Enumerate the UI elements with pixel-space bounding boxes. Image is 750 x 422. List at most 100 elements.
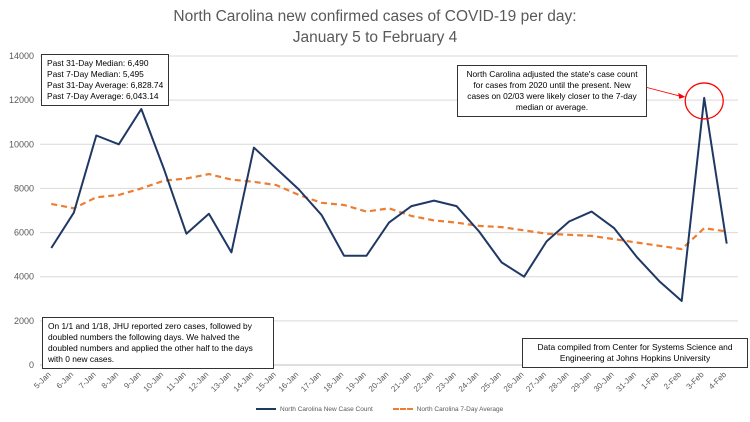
- x-tick-label: 8-Jan: [100, 370, 121, 391]
- x-tick-label: 27-Jan: [524, 370, 548, 394]
- data-point-average: [163, 180, 165, 182]
- data-point-cases: [658, 280, 660, 282]
- data-point-cases: [590, 210, 592, 212]
- data-point-cases: [410, 205, 412, 207]
- data-point-cases: [455, 205, 457, 207]
- x-tick-label: 5-Jan: [32, 370, 53, 391]
- source-note-box: Data compiled from Center for Systems Sc…: [522, 338, 748, 368]
- data-point-cases: [523, 276, 525, 278]
- y-tick-label: 2000: [14, 316, 34, 326]
- data-point-cases: [118, 143, 120, 145]
- x-tick-label: 12-Jan: [187, 370, 211, 394]
- annotation-arrowhead: [678, 92, 686, 99]
- data-point-cases: [95, 134, 97, 136]
- zero-cases-note-text: On 1/1 and 1/18, JHU reported zero cases…: [48, 321, 253, 364]
- data-point-average: [253, 181, 255, 183]
- x-tick-label: 15-Jan: [254, 370, 278, 394]
- highlight-circle: [684, 82, 724, 120]
- x-tick-label: 14-Jan: [232, 370, 256, 394]
- stat-7day-average: Past 7-Day Average: 6,043.14: [47, 91, 159, 101]
- x-tick-label: 3-Feb: [684, 370, 706, 392]
- data-point-cases: [500, 261, 502, 263]
- chart-title: North Carolina new confirmed cases of CO…: [0, 6, 750, 48]
- zero-cases-note-box: On 1/1 and 1/18, JHU reported zero cases…: [42, 317, 274, 369]
- legend-swatch-average: [392, 408, 413, 410]
- data-point-cases: [478, 230, 480, 232]
- data-point-average: [455, 221, 457, 223]
- x-tick-label: 22-Jan: [412, 370, 436, 394]
- data-point-average: [118, 194, 120, 196]
- legend-item-cases: North Carolina New Case Count: [256, 406, 373, 413]
- data-point-cases: [568, 220, 570, 222]
- data-point-average: [545, 232, 547, 234]
- data-point-average: [681, 248, 683, 250]
- data-point-average: [523, 229, 525, 231]
- data-point-average: [365, 210, 367, 212]
- data-point-average: [275, 184, 277, 186]
- data-point-average: [185, 177, 187, 179]
- data-point-cases: [681, 300, 683, 302]
- data-point-average: [635, 241, 637, 243]
- data-point-cases: [365, 255, 367, 257]
- title-line-1: North Carolina new confirmed cases of CO…: [173, 8, 577, 25]
- adjustment-note-box: North Carolina adjusted the state's case…: [457, 65, 647, 117]
- legend-label-cases: North Carolina New Case Count: [280, 405, 373, 413]
- title-line-2: January 5 to February 4: [292, 29, 458, 46]
- y-axis-ticks: 0 2000 4000 6000 8000 10000 12000 14000: [9, 51, 34, 370]
- x-tick-label: 16-Jan: [277, 370, 301, 394]
- x-tick-label: 20-Jan: [367, 370, 391, 394]
- data-point-average: [230, 178, 232, 180]
- data-point-average: [320, 202, 322, 204]
- y-tick-label: 4000: [14, 272, 34, 282]
- data-point-average: [613, 238, 615, 240]
- x-tick-label: 10-Jan: [142, 370, 166, 394]
- data-point-average: [208, 173, 210, 175]
- stats-summary-box: Past 31-Day Median: 6,490 Past 7-Day Med…: [41, 54, 170, 106]
- annotation-arrow: [644, 86, 684, 98]
- data-point-cases: [545, 240, 547, 242]
- annotation-layer: [644, 82, 724, 120]
- x-tick-label: 24-Jan: [457, 370, 481, 394]
- y-tick-label: 10000: [9, 139, 34, 149]
- data-point-cases: [230, 251, 232, 253]
- x-tick-label: 19-Jan: [344, 370, 368, 394]
- data-point-cases: [140, 108, 142, 110]
- data-point-average: [298, 194, 300, 196]
- source-note-text: Data compiled from Center for Systems Sc…: [537, 342, 733, 363]
- data-point-cases: [388, 221, 390, 223]
- data-point-cases: [275, 167, 277, 169]
- data-point-cases: [635, 256, 637, 258]
- stat-31day-average: Past 31-Day Average: 6,828.74: [47, 80, 164, 90]
- x-tick-label: 11-Jan: [165, 370, 188, 393]
- x-tick-label: 31-Jan: [614, 370, 638, 394]
- data-point-cases: [298, 188, 300, 190]
- data-point-average: [703, 227, 705, 229]
- data-point-cases: [726, 242, 728, 244]
- legend-item-average: North Carolina 7-Day Average: [392, 406, 503, 413]
- x-tick-label: 21-Jan: [389, 370, 413, 394]
- data-point-average: [568, 234, 570, 236]
- legend-swatch-cases: [256, 408, 276, 410]
- data-point-average: [590, 235, 592, 237]
- x-tick-label: 17-Jan: [299, 370, 323, 394]
- data-point-cases: [433, 199, 435, 201]
- series-line-cases: [50, 96, 728, 302]
- chart-legend: North Carolina New Case Count North Caro…: [256, 405, 521, 413]
- data-point-cases: [185, 232, 187, 234]
- data-point-cases: [208, 213, 210, 215]
- x-tick-label: 4-Feb: [707, 370, 729, 392]
- x-tick-label: 25-Jan: [479, 370, 503, 394]
- data-point-cases: [343, 255, 345, 257]
- data-point-average: [433, 219, 435, 221]
- x-tick-label: 28-Jan: [547, 370, 571, 394]
- stat-31day-median: Past 31-Day Median: 6,490: [47, 58, 149, 68]
- x-tick-label: 1-Feb: [639, 370, 661, 392]
- x-tick-label: 7-Jan: [77, 370, 98, 391]
- stat-7day-median: Past 7-Day Median: 5,495: [47, 69, 144, 79]
- data-point-average: [500, 226, 502, 228]
- x-tick-label: 9-Jan: [122, 370, 143, 391]
- data-point-cases: [253, 146, 255, 148]
- data-point-average: [50, 203, 52, 205]
- data-point-average: [658, 245, 660, 247]
